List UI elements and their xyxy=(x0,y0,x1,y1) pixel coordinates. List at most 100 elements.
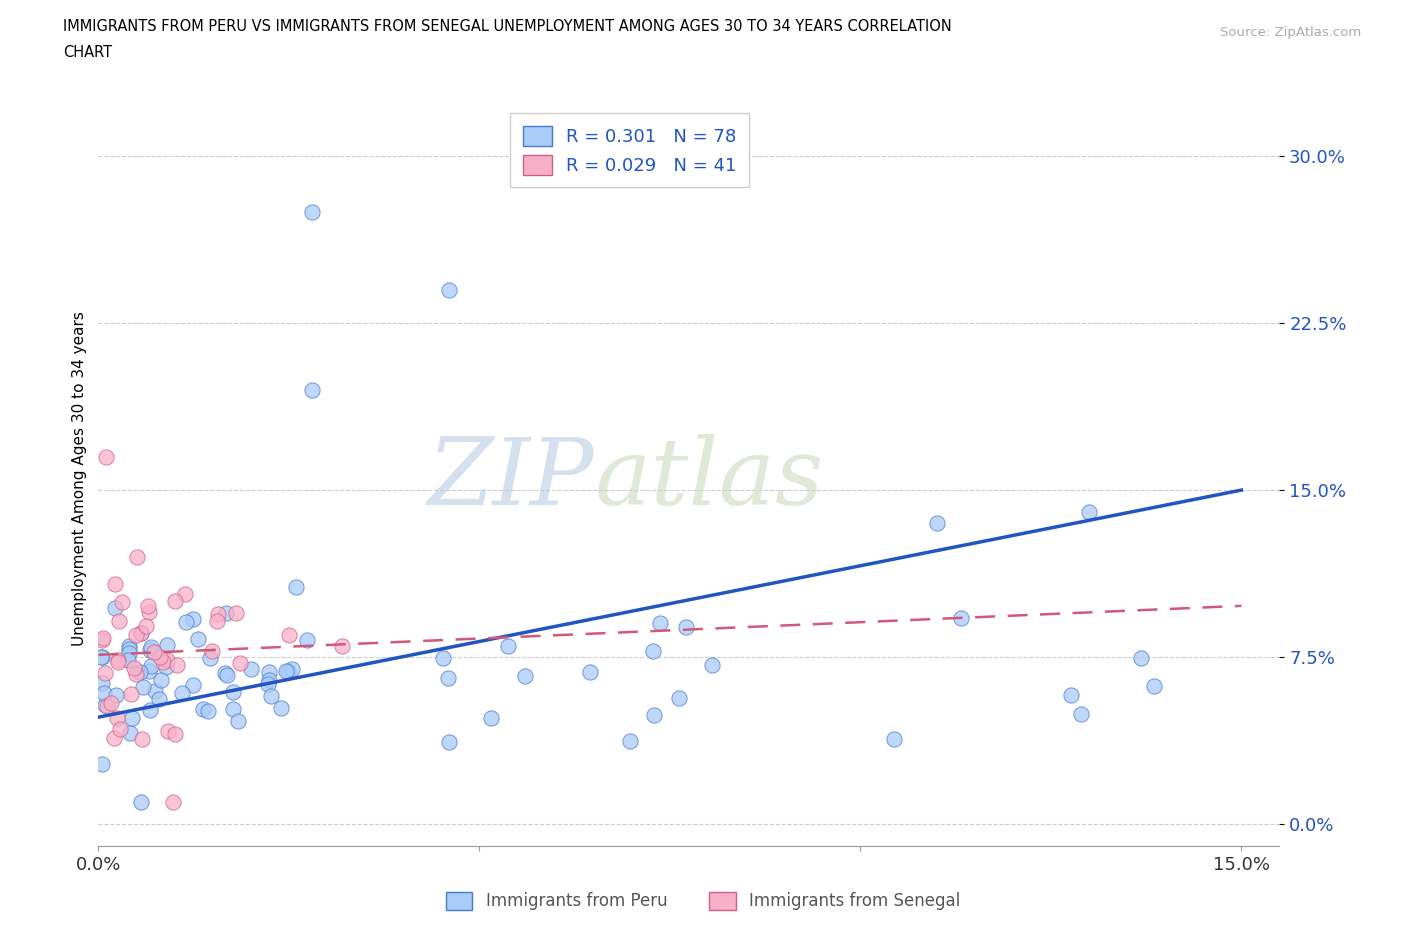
Point xyxy=(256,677,278,692)
Point xyxy=(94,449,117,464)
Point xyxy=(125,550,148,565)
Point xyxy=(155,659,177,674)
Point xyxy=(117,639,139,654)
Point xyxy=(257,664,280,679)
Point xyxy=(174,615,197,630)
Point xyxy=(222,701,245,716)
Point xyxy=(138,664,160,679)
Point xyxy=(90,650,112,665)
Point xyxy=(437,735,460,750)
Point xyxy=(148,692,170,707)
Point xyxy=(170,685,193,700)
Point xyxy=(135,618,157,633)
Point xyxy=(131,731,153,746)
Point xyxy=(108,722,131,737)
Point xyxy=(103,731,125,746)
Point xyxy=(91,631,114,645)
Text: Source: ZipAtlas.com: Source: ZipAtlas.com xyxy=(1220,26,1361,39)
Point xyxy=(139,640,162,655)
Point xyxy=(91,649,114,664)
Point xyxy=(515,669,537,684)
Point xyxy=(301,382,323,397)
Point xyxy=(201,644,224,659)
Point xyxy=(120,725,142,740)
Point xyxy=(157,724,180,738)
Point xyxy=(675,619,697,634)
Point xyxy=(297,633,319,648)
Point xyxy=(197,704,219,719)
Point xyxy=(96,698,118,713)
Point xyxy=(107,655,129,670)
Point xyxy=(105,711,128,725)
Text: ZIP: ZIP xyxy=(427,434,595,524)
Point xyxy=(91,632,114,647)
Point xyxy=(129,665,152,680)
Point xyxy=(129,625,152,640)
Point xyxy=(301,205,323,219)
Point xyxy=(925,516,948,531)
Point xyxy=(191,701,214,716)
Point xyxy=(163,594,186,609)
Point xyxy=(284,579,307,594)
Point xyxy=(883,732,905,747)
Point xyxy=(118,645,141,660)
Point xyxy=(136,599,159,614)
Legend: R = 0.301   N = 78, R = 0.029   N = 41: R = 0.301 N = 78, R = 0.029 N = 41 xyxy=(510,113,749,187)
Point xyxy=(240,662,263,677)
Point xyxy=(198,651,221,666)
Point xyxy=(138,604,160,619)
Point xyxy=(93,666,115,681)
Point xyxy=(104,601,127,616)
Point xyxy=(648,616,671,631)
Point xyxy=(437,671,460,685)
Point xyxy=(579,665,602,680)
Point xyxy=(700,658,723,672)
Point xyxy=(270,700,292,715)
Point xyxy=(94,698,117,712)
Point xyxy=(277,663,299,678)
Point xyxy=(165,726,187,741)
Point xyxy=(142,645,165,660)
Point xyxy=(107,613,129,628)
Legend: Immigrants from Peru, Immigrants from Senegal: Immigrants from Peru, Immigrants from Se… xyxy=(439,885,967,917)
Point xyxy=(217,668,239,683)
Point xyxy=(432,650,454,665)
Point xyxy=(100,696,122,711)
Point xyxy=(229,656,252,671)
Point xyxy=(205,613,228,628)
Point xyxy=(132,680,155,695)
Point xyxy=(125,667,148,682)
Text: CHART: CHART xyxy=(63,45,112,60)
Point xyxy=(166,658,188,673)
Point xyxy=(1078,505,1101,520)
Point xyxy=(1143,679,1166,694)
Point xyxy=(181,678,204,693)
Point xyxy=(496,638,519,653)
Point xyxy=(104,577,127,591)
Text: IMMIGRANTS FROM PERU VS IMMIGRANTS FROM SENEGAL UNEMPLOYMENT AMONG AGES 30 TO 34: IMMIGRANTS FROM PERU VS IMMIGRANTS FROM … xyxy=(63,19,952,33)
Point xyxy=(257,673,280,688)
Point xyxy=(207,606,229,621)
Point xyxy=(214,605,236,620)
Point xyxy=(118,642,141,657)
Point xyxy=(120,686,142,701)
Point xyxy=(149,650,172,665)
Point xyxy=(187,631,209,646)
Point xyxy=(274,664,297,679)
Point xyxy=(162,794,184,809)
Point xyxy=(643,707,665,722)
Point xyxy=(277,628,299,643)
Point xyxy=(152,654,174,669)
Point xyxy=(330,639,353,654)
Point xyxy=(93,685,115,700)
Point xyxy=(105,688,128,703)
Point xyxy=(1070,707,1092,722)
Point xyxy=(1060,688,1083,703)
Point xyxy=(143,684,166,698)
Point xyxy=(181,612,204,627)
Point xyxy=(226,713,249,728)
Point xyxy=(950,610,973,625)
Point xyxy=(1130,650,1153,665)
Point xyxy=(214,666,236,681)
Point xyxy=(479,711,502,725)
